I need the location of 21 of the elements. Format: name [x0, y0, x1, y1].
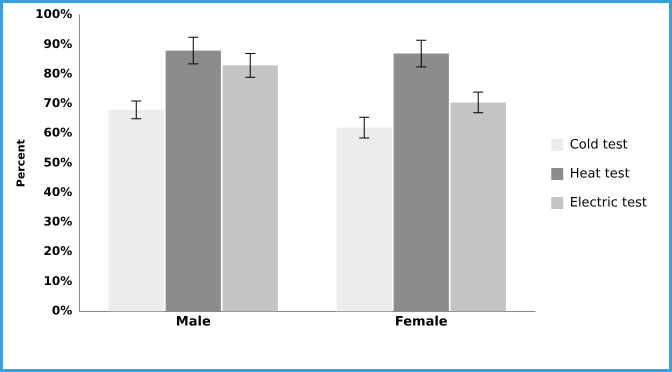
y-tick-label: 70%: [44, 96, 72, 110]
y-tick-label: 60%: [44, 126, 72, 140]
bar: [450, 102, 506, 312]
bar: [222, 65, 278, 312]
legend-label: Heat test: [570, 166, 630, 182]
bar: [108, 110, 164, 312]
legend-label: Electric test: [570, 195, 648, 210]
y-tick-label: 40%: [44, 184, 72, 199]
y-axis-title: Percent: [14, 139, 28, 188]
y-tick-label: 90%: [44, 36, 72, 51]
y-tick-label: 100%: [35, 7, 72, 22]
x-tick-label: Male: [176, 314, 211, 330]
y-tick-label: 80%: [44, 66, 72, 80]
bar: [336, 128, 392, 312]
y-tick-label: 20%: [44, 244, 72, 258]
x-tick-label: Female: [394, 314, 448, 330]
legend-label: Cold test: [570, 137, 628, 152]
y-tick-label: 30%: [44, 214, 72, 229]
y-tick-label: 10%: [44, 274, 72, 288]
y-tick-label: 50%: [44, 155, 72, 170]
y-tick-label: 0%: [52, 304, 72, 318]
